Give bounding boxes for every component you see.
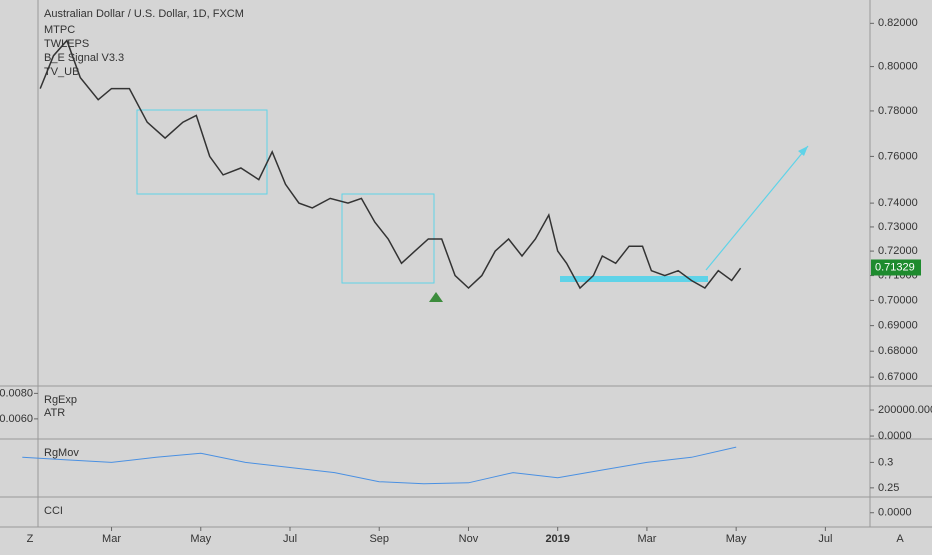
- pane-label: ATR: [44, 407, 65, 419]
- y-tick-label: 0.72000: [878, 245, 918, 257]
- x-tick-label: Nov: [459, 533, 479, 545]
- x-tick-label: Mar: [637, 533, 656, 545]
- indicator-label: TWLEPS: [44, 38, 89, 50]
- x-tick-label: May: [190, 533, 211, 545]
- x-tick-label: Jul: [818, 533, 832, 545]
- y-tick-label: 0.68000: [878, 345, 918, 357]
- box: [136, 109, 268, 195]
- price-line: [39, 39, 742, 290]
- y-tick-label: 0.78000: [878, 105, 918, 117]
- y-tick-label: 0.0000: [878, 507, 912, 519]
- last-price-box: [871, 259, 921, 276]
- y-tick-label: 0.82000: [878, 17, 918, 29]
- pane-label: RgExp: [44, 394, 77, 406]
- arrow-head: [798, 146, 808, 156]
- x-tick-label: 2019: [545, 533, 569, 545]
- y-tick-label: 0.67000: [878, 371, 918, 383]
- zone: [560, 276, 708, 282]
- y-tick-label: 200000.0000: [878, 404, 932, 416]
- x-tick-label: May: [726, 533, 747, 545]
- y-tick-label: 0.0060: [0, 413, 33, 425]
- x-tick-label: Jul: [283, 533, 297, 545]
- indicator-label: B_E Signal V3.3: [44, 52, 124, 64]
- signal: [429, 292, 443, 302]
- y-tick-label: 0.70000: [878, 294, 918, 306]
- indicator-line: [22, 446, 737, 485]
- y-tick-label: 0.80000: [878, 60, 918, 72]
- last-price-label: 0.71329: [875, 261, 915, 273]
- y-tick-label: 0.3: [878, 456, 893, 468]
- y-tick-label: 0.0000: [878, 430, 912, 442]
- y-tick-label: 0.74000: [878, 197, 918, 209]
- x-tick-label: Mar: [102, 533, 121, 545]
- pane-label: CCI: [44, 505, 63, 517]
- y-tick-label: 0.73000: [878, 221, 918, 233]
- y-tick-label: 0.76000: [878, 150, 918, 162]
- indicator-label: TV_UB: [44, 66, 79, 78]
- y-tick-label: 0.0080: [0, 387, 33, 399]
- y-tick-label: 0.25: [878, 482, 899, 494]
- button[interactable]: A: [896, 533, 904, 545]
- pane-label: RgMov: [44, 447, 79, 459]
- button[interactable]: Z: [27, 533, 34, 545]
- indicator-label: MTPC: [44, 24, 75, 36]
- x-tick-label: Sep: [369, 533, 389, 545]
- y-tick-label: 0.69000: [878, 320, 918, 332]
- arrow: [705, 145, 809, 271]
- chart-title: Australian Dollar / U.S. Dollar, 1D, FXC…: [44, 8, 244, 20]
